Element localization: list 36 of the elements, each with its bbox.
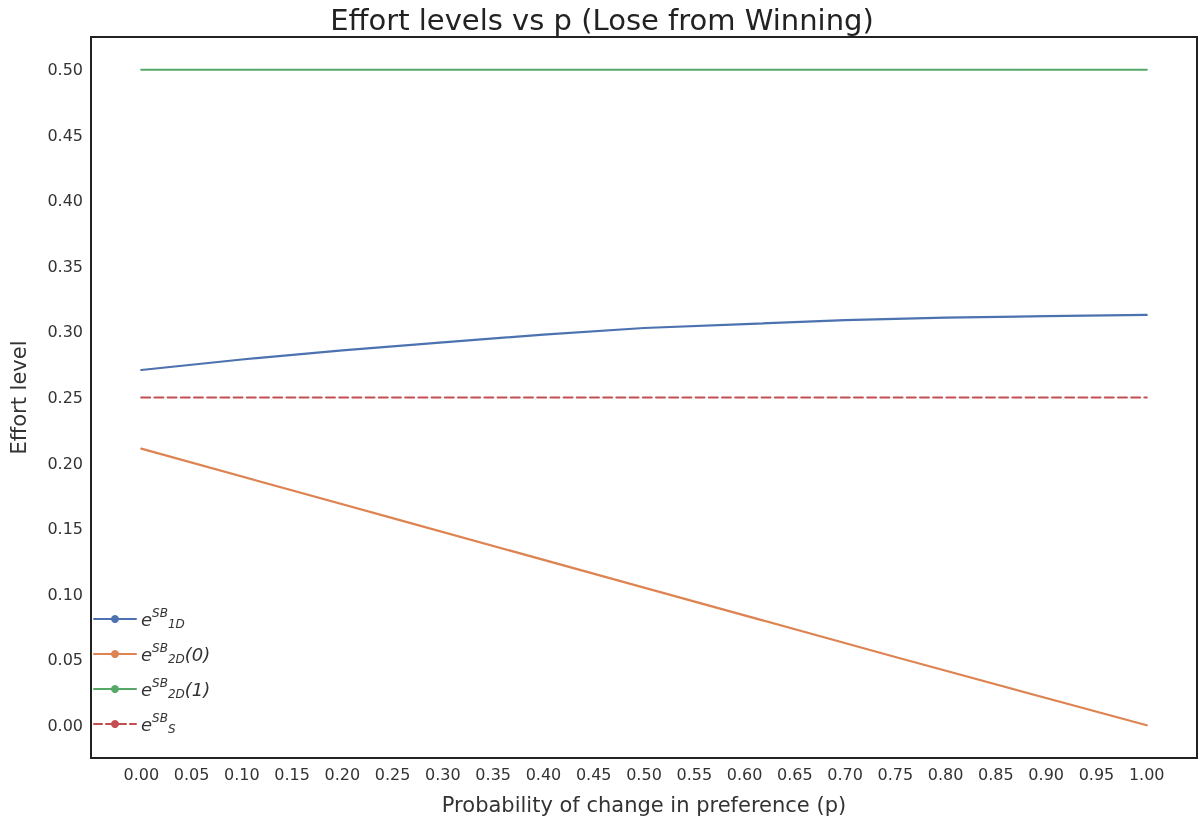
y-tick-label: 0.25 [47,388,83,407]
x-tick-label: 0.70 [827,764,863,784]
y-tick-label: 0.10 [47,584,83,604]
x-tick-label: 0.75 [877,764,914,784]
y-tick-label: 0.00 [47,715,83,735]
x-tick-label: 0.50 [626,764,662,784]
y-tick-label: 0.50 [47,60,83,80]
x-tick-label: 0.30 [425,764,461,784]
x-tick-label: 0.65 [777,764,813,784]
y-axis-title: Effort level [6,340,31,455]
x-tick-label: 0.45 [575,764,612,784]
x-tick-label: 0.15 [274,764,310,784]
x-axis-title: Probability of change in preference (p) [441,792,847,817]
x-tick-label: 1.00 [1128,764,1165,784]
x-tick-label: 0.00 [123,764,160,784]
x-tick-label: 0.25 [374,764,411,784]
y-tick-label: 0.20 [47,453,83,473]
x-tick-label: 0.80 [927,764,964,784]
y-tick-label: 0.40 [47,191,83,211]
line-series [140,313,1148,372]
x-tick-label: 0.60 [726,764,763,784]
y-tick-label: 0.35 [47,256,83,276]
y-tick-label: 0.15 [47,519,83,539]
x-tick-label: 0.40 [525,764,562,784]
y-tick-label: 0.05 [47,650,83,670]
x-tick-label: 0.20 [324,764,361,784]
x-tick-label: 0.10 [224,764,260,784]
x-tick-label: 0.95 [1078,764,1115,784]
y-tick-label: 0.45 [47,125,83,145]
x-tick-label: 0.90 [1028,764,1064,784]
x-tick-label: 0.05 [173,764,210,784]
x-tick-label: 0.55 [676,764,713,784]
x-tick-label: 0.85 [978,764,1014,784]
x-tick-label: 0.35 [475,764,511,784]
y-tick-label: 0.30 [47,322,83,342]
chart-title: Effort levels vs p (Lose from Winning) [330,2,874,37]
